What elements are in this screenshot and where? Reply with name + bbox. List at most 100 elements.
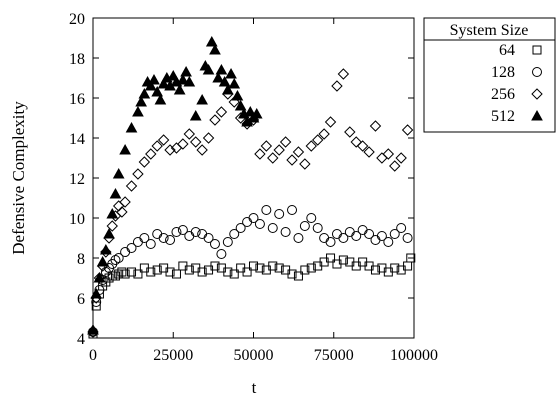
data-point-256 [132,168,144,180]
plot-frame [92,17,415,339]
data-point-64 [91,301,101,311]
data-point-64 [242,267,252,277]
data-point-128 [287,205,298,215]
data-point-256 [305,140,317,152]
legend-marker-256 [531,88,543,100]
legend-marker-128 [532,67,542,77]
data-point-128 [120,247,131,257]
legend-marker-64 [532,45,542,55]
data-point-64 [184,265,194,275]
data-point-256 [395,152,407,164]
data-point-256 [119,196,131,208]
data-point-64 [127,267,137,277]
data-point-256 [363,146,375,158]
legend-label-128: 128 [491,64,515,81]
data-point-64 [268,261,278,271]
data-point-64 [249,261,258,271]
data-point-256 [254,148,266,160]
legend-marker-512 [531,109,543,121]
data-point-256 [401,124,414,136]
data-point-256 [125,180,138,192]
data-point-512 [99,243,112,255]
data-point-256 [106,220,118,232]
x-axis-title: t [252,378,257,397]
data-point-512 [180,65,192,77]
data-point-128 [139,233,150,243]
data-point-256 [138,156,151,168]
data-point-128 [152,229,163,239]
data-point-256 [112,200,125,212]
data-point-128 [242,217,253,227]
data-point-128 [325,237,336,247]
data-point-256 [389,160,401,172]
data-point-256 [331,80,343,92]
data-point-256 [286,154,298,166]
data-point-128 [389,229,400,239]
data-point-512 [103,227,115,239]
data-point-64 [146,267,156,277]
legend-title: System Size [450,22,529,39]
data-point-256 [267,152,279,164]
data-point-512 [106,207,119,219]
data-point-128 [132,237,143,247]
data-point-512 [177,73,189,85]
y-tick-label: 12 [69,171,85,188]
data-point-64 [300,265,310,275]
data-point-256 [292,146,305,158]
data-point-128 [110,255,121,265]
data-point-128 [396,223,407,233]
data-point-256 [382,148,395,160]
data-point-128 [209,239,220,249]
data-point-64 [120,269,130,279]
data-point-512 [154,93,167,105]
data-point-128 [126,243,137,253]
x-tick-label: 0 [89,347,97,364]
y-tick-label: 16 [69,91,85,108]
data-point-128 [267,223,278,233]
data-point-64 [406,253,416,263]
data-point-128 [203,233,214,243]
data-point-512 [234,99,247,111]
data-point-256 [196,144,208,156]
data-point-64 [210,261,220,271]
data-point-64 [390,263,400,273]
y-tick-label: 18 [69,51,85,68]
data-point-64 [114,269,124,279]
data-point-64 [306,263,316,273]
data-point-256 [273,144,285,156]
data-point-128 [293,233,304,243]
data-point-512 [148,73,160,85]
legend: System Size 64 128 256 512 [423,17,556,133]
data-point-128 [299,221,310,231]
data-point-512 [205,35,218,47]
data-point-512 [250,107,263,119]
data-point-256 [215,106,228,118]
data-point-128 [402,233,413,243]
data-point-256 [177,138,189,150]
legend-label-64: 64 [499,42,515,59]
data-point-64 [287,269,297,279]
x-tick-label: 100000 [390,347,438,364]
data-point-64 [229,269,239,279]
data-point-512 [151,85,164,97]
data-point-512 [87,323,99,335]
y-axis-title: Defensive Complexity [9,101,28,255]
series-128 [88,205,413,337]
data-point-64 [117,267,127,277]
x-tick-label: 25000 [153,347,193,364]
data-point-256 [116,206,128,218]
data-point-128 [222,237,233,247]
x-tick-label: 50000 [234,347,274,364]
data-point-512 [138,87,151,99]
data-point-256 [337,68,350,80]
data-point-128 [357,225,368,235]
data-point-128 [370,235,381,245]
data-point-256 [164,144,176,156]
data-point-128 [261,205,272,215]
data-point-512 [112,167,125,179]
y-tick-label: 8 [77,251,85,268]
data-point-128 [216,249,227,259]
y-tick-label: 14 [69,131,85,148]
data-point-512 [225,67,237,79]
data-point-128 [351,231,362,241]
